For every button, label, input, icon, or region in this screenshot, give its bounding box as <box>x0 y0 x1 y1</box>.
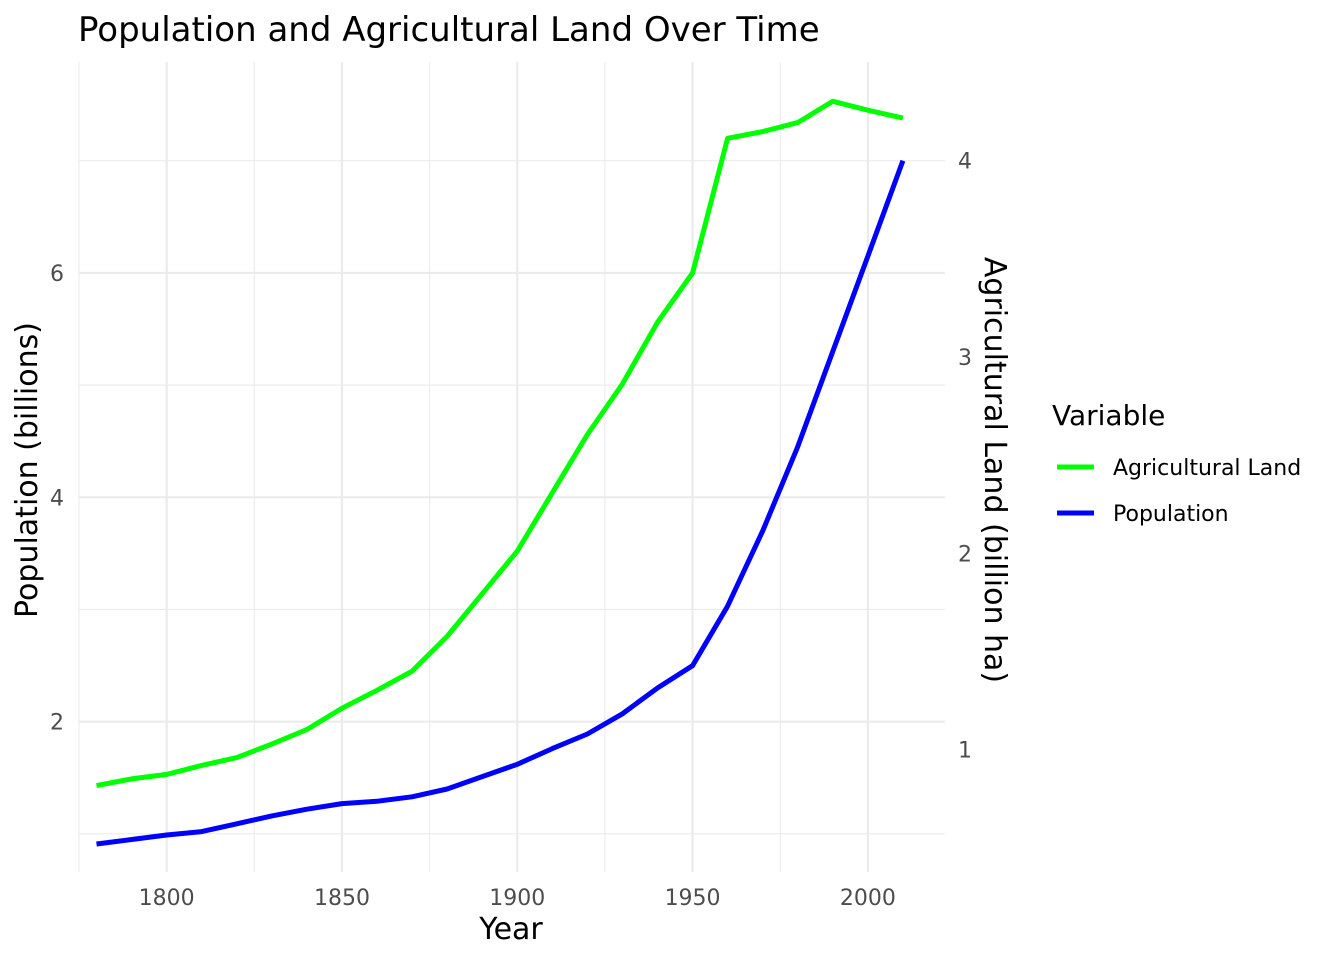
right-y-axis-ticks: 1 2 3 4 <box>958 150 972 764</box>
legend: Variable Agricultural Land Population <box>1052 399 1301 527</box>
x-tick-label: 1950 <box>665 886 721 911</box>
x-tick-label: 1900 <box>489 886 545 911</box>
series-lines <box>96 98 906 847</box>
series-line-population <box>96 159 906 847</box>
legend-label-population: Population <box>1113 502 1229 527</box>
x-tick-label: 1800 <box>139 886 195 911</box>
x-axis-ticks: 1800 1850 1900 1950 2000 <box>139 886 896 911</box>
plot-grid <box>78 62 945 872</box>
series-line-agricultural-land <box>96 98 904 789</box>
right-y-tick-label: 2 <box>958 542 972 567</box>
right-y-tick-label: 3 <box>958 346 972 371</box>
chart-title: Population and Agricultural Land Over Ti… <box>78 10 820 50</box>
y-tick-label: 6 <box>50 262 64 287</box>
right-y-tick-label: 1 <box>958 739 972 764</box>
legend-title: Variable <box>1052 399 1165 432</box>
legend-label-agricultural-land: Agricultural Land <box>1113 456 1301 481</box>
x-tick-label: 1850 <box>314 886 370 911</box>
x-axis-title: Year <box>478 912 543 947</box>
y-tick-label: 4 <box>50 486 64 511</box>
x-tick-label: 2000 <box>840 886 896 911</box>
right-y-tick-label: 4 <box>958 150 972 175</box>
y-axis-ticks: 2 4 6 <box>50 262 64 736</box>
right-y-axis-title: Agricultural Land (billion ha) <box>977 257 1012 683</box>
y-tick-label: 2 <box>50 711 64 736</box>
y-axis-title: Population (billions) <box>10 322 45 618</box>
